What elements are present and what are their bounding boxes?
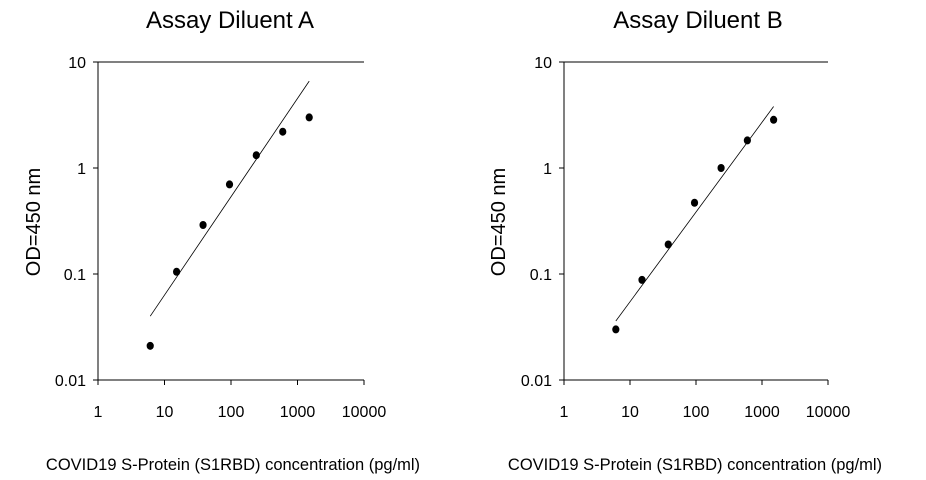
fit-line	[149, 80, 310, 317]
chart-title: Assay Diluent B	[613, 7, 782, 34]
data-point	[172, 267, 181, 276]
x-tick-label: 10000	[342, 404, 387, 421]
data-point	[146, 341, 154, 350]
data-point	[279, 127, 287, 136]
x-tick-label: 10	[156, 404, 174, 421]
x-tick-label: 1	[94, 404, 103, 421]
axis-frame	[97, 61, 364, 381]
y-tick-label: 0.1	[64, 267, 86, 284]
chart-panel-a: Assay Diluent A OD=450 nm COVID19 S-Prot…	[23, 7, 420, 474]
chart-panel-b: Assay Diluent B OD=450 nm COVID19 S-Prot…	[488, 7, 882, 474]
data-point	[225, 180, 234, 189]
x-tick-label: 1	[560, 404, 569, 421]
y-axis-label: OD=450 nm	[23, 168, 45, 276]
x-axis-label: COVID19 S-Protein (S1RBD) concentration …	[46, 456, 420, 474]
y-tick-label: 1	[543, 161, 552, 178]
y-tick-label: 10	[534, 55, 552, 72]
x-tick-label: 10000	[806, 404, 851, 421]
x-tick-label: 10	[621, 404, 639, 421]
data-point	[305, 113, 313, 122]
data-point	[199, 220, 207, 229]
data-point	[743, 136, 751, 145]
data-point	[717, 164, 725, 172]
data-point	[638, 275, 646, 284]
x-axis-label: COVID19 S-Protein (S1RBD) concentration …	[508, 456, 882, 474]
x-tick-label: 1000	[280, 404, 316, 421]
y-tick-label: 0.1	[530, 267, 552, 284]
data-point	[612, 325, 620, 334]
x-tick-label: 100	[218, 404, 245, 421]
data-point	[690, 198, 699, 207]
x-tick-label: 100	[683, 404, 710, 421]
data-point	[252, 151, 260, 160]
axis-frame	[563, 61, 828, 381]
y-tick-label: 1	[77, 161, 86, 178]
y-tick-label: 0.01	[521, 373, 552, 390]
y-tick-label: 0.01	[55, 373, 86, 390]
x-tick-label: 1000	[744, 404, 780, 421]
y-axis-label: OD=450 nm	[488, 168, 510, 276]
y-tick-label: 10	[68, 55, 86, 72]
data-point	[770, 115, 778, 124]
data-point	[664, 240, 672, 249]
chart-title: Assay Diluent A	[146, 7, 314, 34]
